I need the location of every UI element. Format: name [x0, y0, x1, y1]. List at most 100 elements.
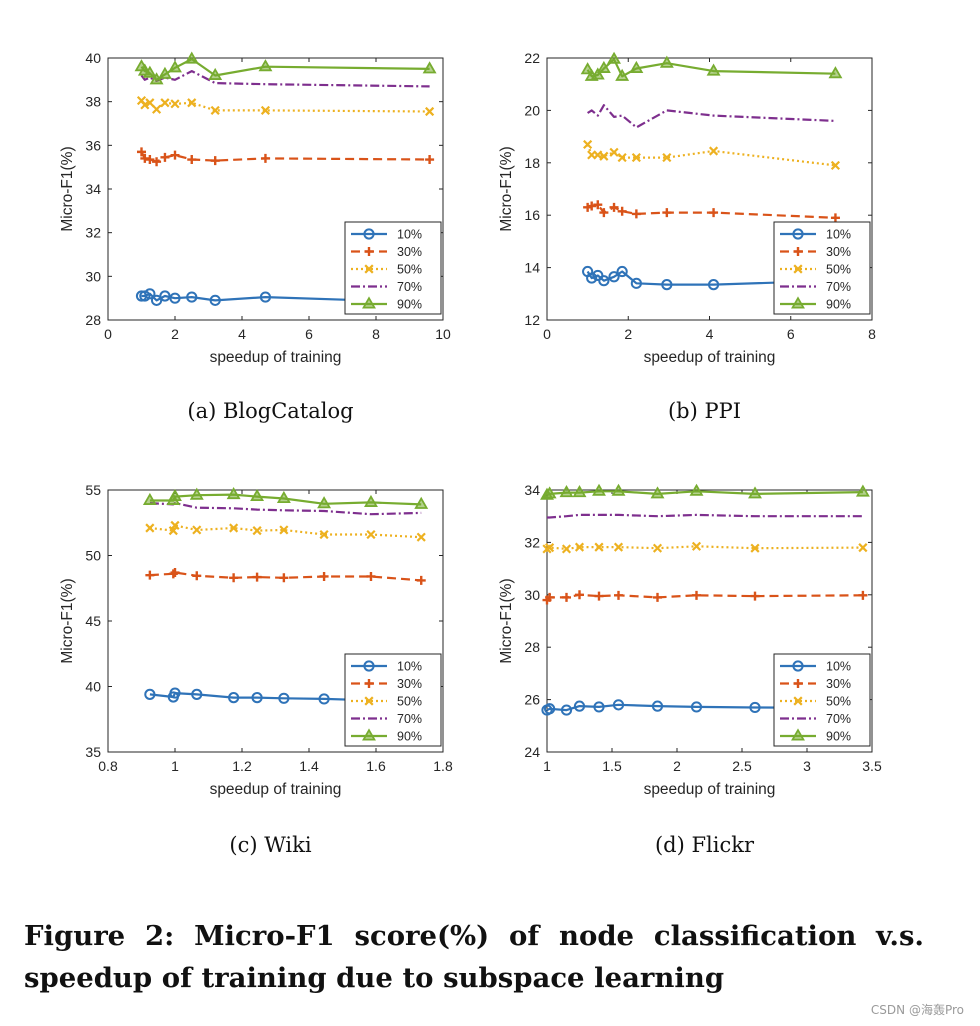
legend-label: 70%: [397, 712, 422, 726]
legend-box: [344, 653, 442, 747]
marker-plus: [653, 592, 662, 602]
marker-triangle: [168, 60, 182, 73]
marker-triangle: [276, 490, 291, 504]
legend-label: 70%: [826, 280, 851, 294]
x-tick-label: 2: [624, 326, 632, 342]
y-tick-label: 22: [524, 50, 540, 66]
x-axis-label: speedup of training: [644, 349, 776, 366]
marker-circle: [169, 687, 181, 699]
marker-triangle: [855, 484, 870, 497]
legend-box: [773, 221, 871, 315]
marker-x: [631, 152, 641, 163]
series-30pct: [137, 147, 435, 167]
marker-triangle: [559, 485, 574, 498]
marker-triangle: [650, 486, 665, 499]
marker-triangle: [590, 67, 605, 80]
marker-triangle: [362, 296, 376, 309]
x-axis-label: speedup of training: [210, 349, 342, 366]
marker-x: [830, 160, 841, 170]
x-tick-label: 2: [171, 326, 179, 342]
marker-circle: [598, 275, 610, 287]
legend-label: 50%: [826, 695, 851, 709]
legend-label: 90%: [826, 730, 851, 744]
x-tick-label: 4: [238, 326, 246, 342]
legend-label: 50%: [397, 695, 422, 709]
marker-plus: [145, 155, 155, 165]
legend-item: 50%: [780, 263, 851, 277]
marker-triangle: [542, 486, 557, 499]
marker-circle: [318, 693, 330, 705]
marker-plus: [692, 590, 701, 600]
marker-circle: [144, 288, 156, 300]
marker-x: [708, 146, 719, 156]
x-tick-label: 2.5: [732, 758, 752, 774]
marker-triangle: [364, 494, 378, 507]
series-30pct: [145, 568, 426, 585]
legend-label: 90%: [397, 730, 422, 744]
marker-triangle: [168, 488, 182, 502]
marker-plus: [793, 679, 803, 688]
series-50pct: [136, 95, 435, 117]
legend-item: 50%: [780, 695, 851, 709]
y-tick-label: 32: [524, 534, 540, 550]
marker-x: [545, 543, 555, 553]
y-tick-label: 16: [524, 207, 540, 223]
y-tick-label: 34: [524, 482, 540, 498]
legend-label: 10%: [826, 660, 851, 674]
legend-item: 70%: [351, 712, 422, 726]
marker-plus: [364, 247, 374, 256]
y-tick-label: 50: [85, 548, 101, 564]
legend-label: 10%: [826, 228, 851, 242]
series-line: [149, 501, 422, 516]
marker-x: [145, 523, 155, 533]
x-tick-label: 6: [305, 326, 313, 342]
figure-caption: Figure 2: Micro-F1 score(%) of node clas…: [24, 920, 924, 994]
legend-item: 50%: [351, 695, 422, 709]
marker-circle: [363, 228, 375, 240]
marker-x: [192, 525, 202, 535]
legend-item: 70%: [351, 280, 422, 294]
marker-triangle: [250, 488, 265, 502]
chart-blogcatalog: 0 2 4 6 8 10 28 30 32 34 36 38 40 speedup of training…: [59, 50, 451, 423]
marker-x: [140, 100, 150, 110]
x-tick-label: 6: [787, 326, 795, 342]
marker-plus: [793, 247, 803, 256]
marker-plus: [662, 208, 672, 218]
marker-x: [583, 139, 593, 150]
marker-x: [364, 264, 374, 274]
marker-x: [691, 541, 702, 551]
marker-triangle: [615, 68, 630, 81]
marker-triangle: [611, 483, 626, 496]
chart-wiki: 0.8 1 1.2 1.4 1.6 1.8 35 40 45 50 55 speedup of tra…: [59, 482, 453, 857]
marker-plus: [614, 590, 623, 600]
marker-plus: [366, 571, 376, 581]
marker-plus: [170, 568, 180, 578]
marker-plus: [599, 208, 609, 218]
legend-item: 90%: [351, 728, 422, 744]
y-tick-label: 34: [85, 181, 101, 197]
marker-plus: [260, 153, 270, 163]
legend-item: 90%: [351, 296, 422, 312]
marker-x: [793, 264, 803, 274]
marker-triangle: [422, 61, 437, 74]
x-tick-label: 8: [868, 326, 876, 342]
marker-plus: [593, 200, 603, 210]
marker-x: [364, 696, 374, 706]
marker-plus: [319, 571, 329, 581]
marker-triangle: [362, 728, 376, 741]
legend-label: 90%: [826, 298, 851, 312]
legend-item: 10%: [780, 660, 851, 674]
series-70pct: [587, 104, 836, 129]
marker-plus: [160, 152, 170, 162]
marker-x: [279, 525, 289, 535]
series-70pct: [140, 69, 430, 88]
marker-plus: [587, 201, 597, 211]
marker-triangle: [580, 62, 595, 75]
marker-circle: [259, 291, 272, 303]
x-tick-label: 3: [803, 758, 811, 774]
marker-triangle: [706, 63, 721, 76]
marker-x: [416, 532, 426, 542]
y-tick-label: 38: [85, 94, 101, 110]
legend-label: 10%: [397, 660, 422, 674]
legend-label: 30%: [826, 677, 851, 691]
